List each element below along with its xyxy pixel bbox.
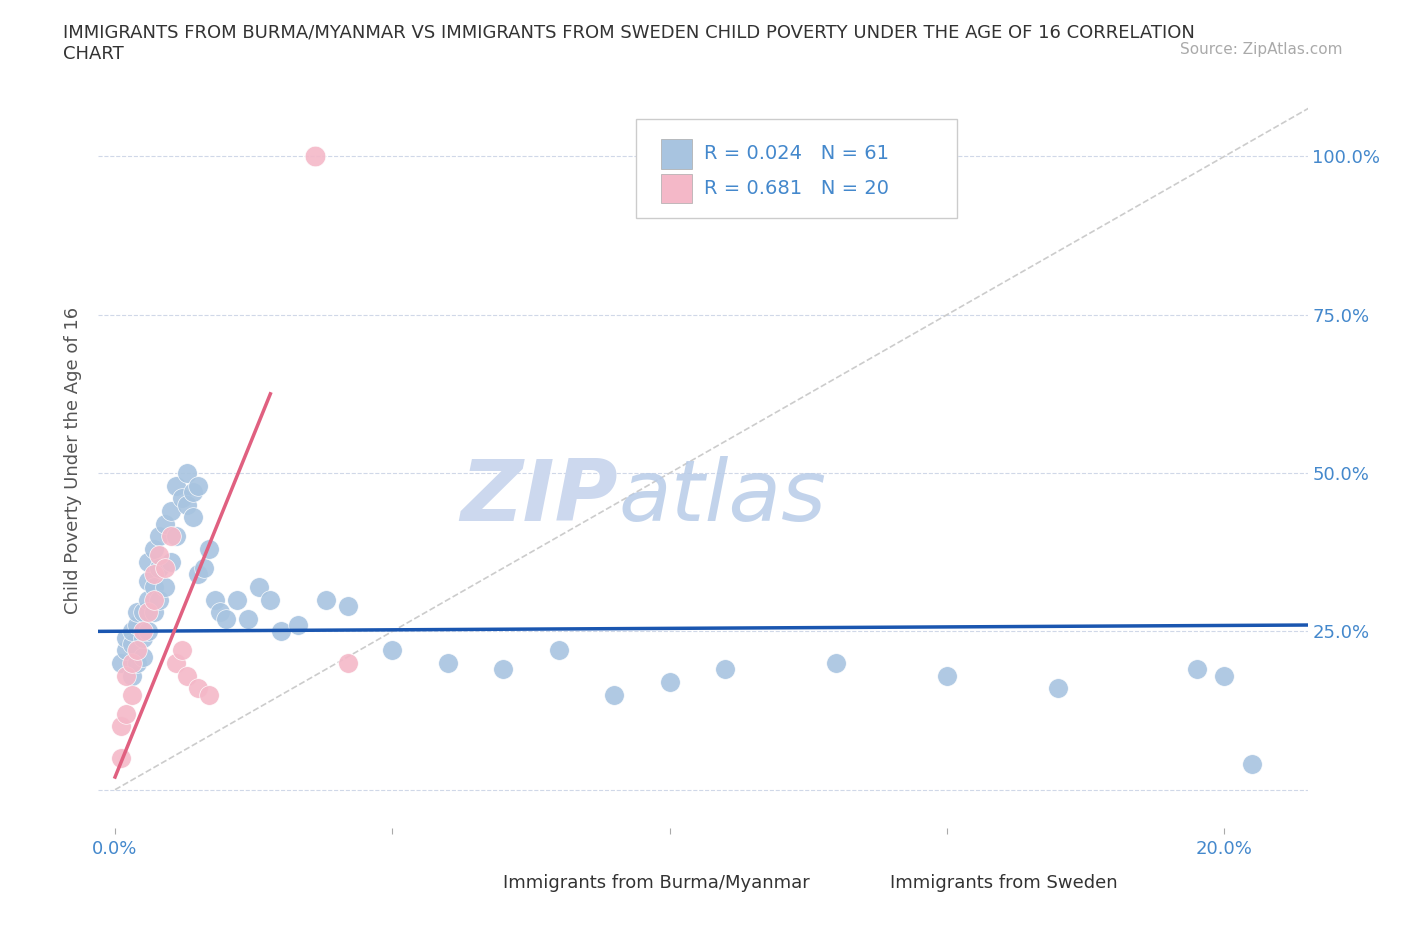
Point	[115, 643, 138, 658]
Point	[204, 592, 226, 607]
Point	[247, 579, 270, 594]
Point	[110, 719, 132, 734]
Point	[121, 669, 143, 684]
Point	[226, 592, 249, 607]
Point	[714, 662, 737, 677]
Point	[132, 649, 155, 664]
Point	[153, 516, 176, 531]
Point	[138, 592, 160, 607]
Point	[127, 618, 149, 632]
Point	[825, 656, 848, 671]
Point	[381, 643, 404, 658]
Point	[304, 149, 326, 164]
Y-axis label: Child Poverty Under the Age of 16: Child Poverty Under the Age of 16	[65, 307, 83, 614]
Point	[193, 561, 215, 576]
Point	[337, 656, 360, 671]
Point	[110, 656, 132, 671]
Point	[142, 604, 165, 619]
Point	[547, 643, 569, 658]
Point	[315, 592, 337, 607]
Point	[115, 669, 138, 684]
Text: Immigrants from Burma/Myanmar: Immigrants from Burma/Myanmar	[503, 874, 810, 892]
Point	[603, 687, 626, 702]
Point	[148, 592, 170, 607]
Text: Source: ZipAtlas.com: Source: ZipAtlas.com	[1180, 42, 1343, 57]
Point	[142, 592, 165, 607]
Text: ZIP: ZIP	[461, 456, 619, 538]
Bar	[842, 868, 879, 898]
Point	[165, 656, 187, 671]
Point	[209, 604, 232, 619]
Point	[142, 541, 165, 556]
Point	[170, 491, 193, 506]
Point	[138, 554, 160, 569]
Bar	[661, 174, 692, 204]
Point	[127, 643, 149, 658]
Point	[132, 631, 155, 645]
Point	[121, 656, 143, 671]
Point	[187, 478, 209, 493]
Text: R = 0.681   N = 20: R = 0.681 N = 20	[704, 179, 889, 198]
Point	[138, 624, 160, 639]
Point	[215, 611, 238, 626]
Point	[138, 604, 160, 619]
Point	[148, 548, 170, 563]
Point	[153, 561, 176, 576]
Bar	[661, 140, 692, 168]
Point	[238, 611, 260, 626]
Point	[176, 466, 198, 481]
Text: Immigrants from Sweden: Immigrants from Sweden	[890, 874, 1118, 892]
Point	[121, 637, 143, 652]
Point	[127, 604, 149, 619]
Point	[127, 656, 149, 671]
Point	[170, 643, 193, 658]
Point	[142, 567, 165, 582]
Point	[936, 669, 959, 684]
Point	[176, 669, 198, 684]
Point	[1213, 669, 1236, 684]
Point	[132, 624, 155, 639]
Point	[121, 624, 143, 639]
Point	[492, 662, 515, 677]
Point	[159, 554, 181, 569]
Point	[270, 624, 292, 639]
Point	[148, 529, 170, 544]
Point	[115, 706, 138, 721]
Point	[181, 510, 204, 525]
Point	[1046, 681, 1069, 696]
Point	[259, 592, 281, 607]
Point	[658, 674, 681, 689]
Point	[181, 485, 204, 499]
Text: IMMIGRANTS FROM BURMA/MYANMAR VS IMMIGRANTS FROM SWEDEN CHILD POVERTY UNDER THE : IMMIGRANTS FROM BURMA/MYANMAR VS IMMIGRA…	[63, 23, 1195, 41]
Point	[165, 529, 187, 544]
Point	[176, 498, 198, 512]
Point	[153, 579, 176, 594]
Bar	[456, 868, 492, 898]
Text: CHART: CHART	[63, 45, 124, 62]
Point	[159, 503, 181, 518]
Point	[1185, 662, 1208, 677]
Point	[132, 604, 155, 619]
Point	[142, 579, 165, 594]
Point	[287, 618, 309, 632]
Point	[437, 656, 460, 671]
FancyBboxPatch shape	[637, 119, 957, 218]
Point	[138, 573, 160, 588]
Text: R = 0.024   N = 61: R = 0.024 N = 61	[704, 144, 889, 164]
Point	[110, 751, 132, 765]
Point	[187, 567, 209, 582]
Point	[115, 631, 138, 645]
Text: atlas: atlas	[619, 456, 827, 538]
Point	[1241, 757, 1264, 772]
Point	[165, 478, 187, 493]
Point	[198, 541, 221, 556]
Point	[337, 599, 360, 614]
Point	[121, 687, 143, 702]
Point	[159, 529, 181, 544]
Point	[187, 681, 209, 696]
Point	[198, 687, 221, 702]
Point	[148, 561, 170, 576]
